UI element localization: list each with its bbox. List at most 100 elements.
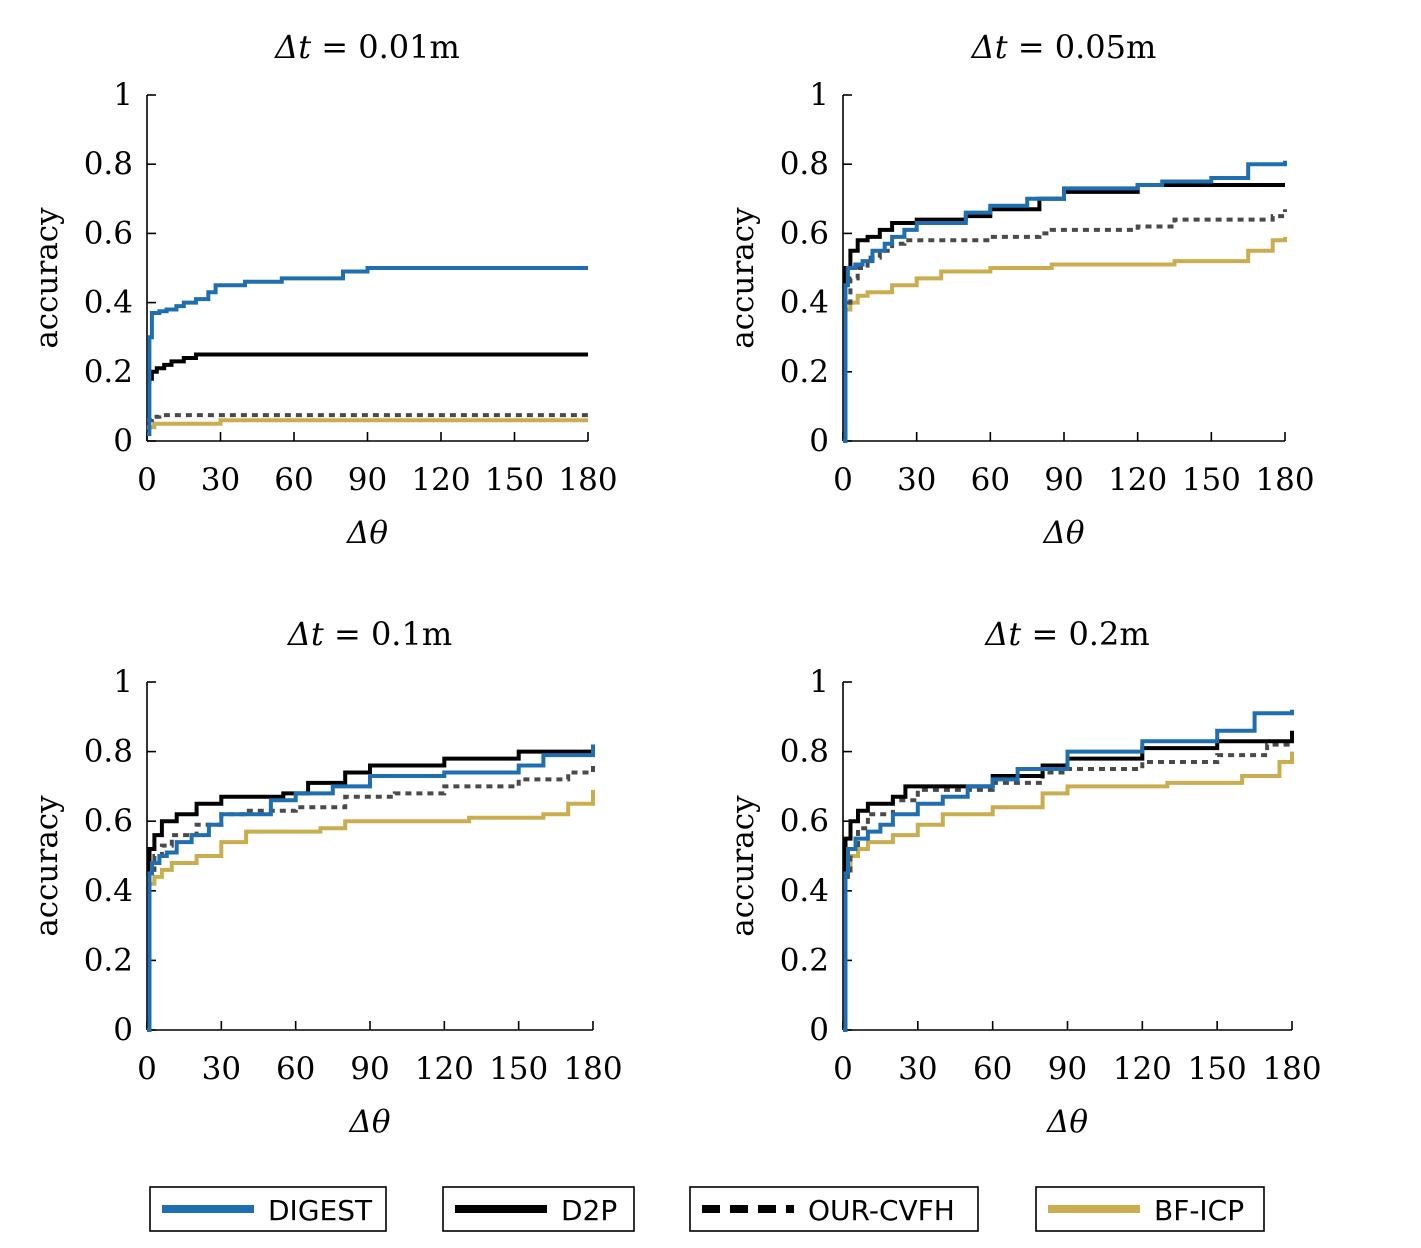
y-tick-label: 0.8 (84, 146, 133, 182)
y-tick-label: 0.6 (780, 215, 829, 251)
panel-title: Δt = 0.2m (983, 615, 1149, 653)
series-line-digest (147, 266, 588, 437)
x-tick-label: 0 (833, 1051, 853, 1087)
y-tick-label: 0.6 (84, 803, 133, 839)
x-tick-label: 90 (1048, 1051, 1087, 1087)
legend-label: OUR-CVFH (808, 1194, 955, 1227)
x-tick-label: 90 (350, 1051, 389, 1087)
panel-title-value: = 0.01m (311, 28, 460, 66)
x-tick-label: 30 (898, 1051, 937, 1087)
series-line-bf-icp (147, 789, 595, 1032)
y-tick-label: 0 (809, 1012, 829, 1048)
series-line-digest (843, 709, 1294, 1032)
x-tick-label: 150 (1188, 1051, 1247, 1087)
x-tick-label: 180 (1255, 462, 1314, 498)
legend-label: DIGEST (268, 1194, 373, 1227)
x-tick-label: 150 (485, 462, 544, 498)
series-line-d2p (147, 352, 588, 385)
x-tick-label: 60 (276, 1051, 315, 1087)
series-line-d2p (147, 744, 595, 1032)
x-axis-title: Δθ (348, 1104, 390, 1140)
series-line-digest (147, 744, 595, 1032)
panel-title: Δt = 0.1m (286, 615, 452, 653)
series-line-bf-icp (843, 236, 1287, 443)
legend-label: D2P (561, 1194, 617, 1227)
x-axis-title: Δθ (1042, 515, 1084, 551)
x-tick-label: 60 (973, 1051, 1012, 1087)
y-tick-label: 0.8 (780, 146, 829, 182)
x-tick-label: 60 (274, 462, 313, 498)
y-tick-label: 0.4 (84, 873, 133, 909)
y-tick-label: 1 (113, 664, 133, 700)
y-tick-label: 0 (113, 423, 133, 459)
legend-item-digest: DIGEST (149, 1186, 387, 1232)
x-tick-label: 60 (971, 462, 1010, 498)
panel-3: Δt = 0.1m 0 0.2 0.4 0.6 0.8 1 0 30 60 90 120 150 180 a… (29, 615, 623, 1140)
y-tick-label: 0.2 (780, 942, 829, 978)
series-line-our-cvfh (843, 209, 1287, 443)
legend-item-d2p: D2P (442, 1186, 635, 1232)
y-tick-label: 0.6 (780, 803, 829, 839)
panel-title-value: = 0.05m (1008, 28, 1157, 66)
panel-title: Δt = 0.05m (970, 28, 1157, 66)
x-tick-label: 120 (1113, 1051, 1172, 1087)
x-tick-label: 180 (563, 1051, 622, 1087)
series-line-our-cvfh (147, 762, 595, 1032)
series-line-digest (843, 160, 1287, 443)
y-tick-label: 0.8 (84, 734, 133, 770)
y-tick-label: 0 (113, 1012, 133, 1048)
y-tick-label: 0 (809, 423, 829, 459)
panel-title-variable: Δt (983, 615, 1021, 653)
y-tick-label: 0.6 (84, 215, 133, 251)
x-tick-label: 0 (833, 462, 853, 498)
x-tick-label: 0 (137, 462, 157, 498)
panel-4: Δt = 0.2m 0 0.2 0.4 0.6 0.8 1 0 30 60 90 120 150 180 a… (725, 615, 1322, 1140)
x-tick-label: 150 (489, 1051, 548, 1087)
y-tick-label: 0.2 (84, 942, 133, 978)
panel-title-value: = 0.1m (324, 615, 452, 653)
series-line-bf-icp (147, 418, 588, 430)
x-tick-label: 120 (415, 1051, 474, 1087)
y-tick-label: 0.2 (780, 354, 829, 390)
panel-title-variable: Δt (286, 615, 324, 653)
x-axis-title: Δθ (346, 515, 388, 551)
x-tick-label: 30 (201, 462, 240, 498)
x-tick-label: 30 (202, 1051, 241, 1087)
series-line-d2p (843, 730, 1294, 1032)
panel-title-variable: Δt (970, 28, 1008, 66)
y-tick-label: 0.4 (780, 873, 829, 909)
series-line-bf-icp (843, 751, 1294, 1032)
x-tick-label: 90 (348, 462, 387, 498)
x-tick-label: 120 (411, 462, 470, 498)
legend-item-bf-icp: BF-ICP (1035, 1186, 1265, 1232)
panel-title: Δt = 0.01m (273, 28, 460, 66)
panel-title-value: = 0.2m (1021, 615, 1149, 653)
x-tick-label: 0 (137, 1051, 157, 1087)
y-axis-title: accuracy (725, 207, 761, 349)
legend: DIGEST D2P OUR-CVFH BF-ICP (149, 1186, 1265, 1232)
y-axis-title: accuracy (29, 207, 65, 349)
x-axis-title: Δθ (1046, 1104, 1088, 1140)
y-tick-label: 0.4 (780, 285, 829, 321)
y-tick-label: 0.4 (84, 285, 133, 321)
y-tick-label: 1 (113, 77, 133, 113)
x-tick-label: 150 (1182, 462, 1241, 498)
series-line-our-cvfh (843, 734, 1294, 1032)
panel-1: Δt = 0.01m 0 0.2 0.4 0.6 0.8 1 0 30 60 90 120 150 180… (29, 28, 618, 551)
y-tick-label: 0.8 (780, 734, 829, 770)
x-tick-label: 180 (558, 462, 617, 498)
y-axis-title: accuracy (725, 795, 761, 937)
panel-2: Δt = 0.05m 0 0.2 0.4 0.6 0.8 1 0 30 60 90 120 150 180… (725, 28, 1315, 551)
series-line-d2p (843, 183, 1285, 443)
y-tick-label: 0.2 (84, 354, 133, 390)
y-tick-label: 1 (809, 664, 829, 700)
x-tick-label: 180 (1262, 1051, 1321, 1087)
panel-title-variable: Δt (273, 28, 311, 66)
legend-item-our-cvfh: OUR-CVFH (689, 1186, 979, 1232)
y-tick-label: 1 (809, 77, 829, 113)
x-tick-label: 30 (897, 462, 936, 498)
x-tick-label: 120 (1108, 462, 1167, 498)
legend-label: BF-ICP (1154, 1194, 1244, 1227)
x-tick-label: 90 (1044, 462, 1083, 498)
